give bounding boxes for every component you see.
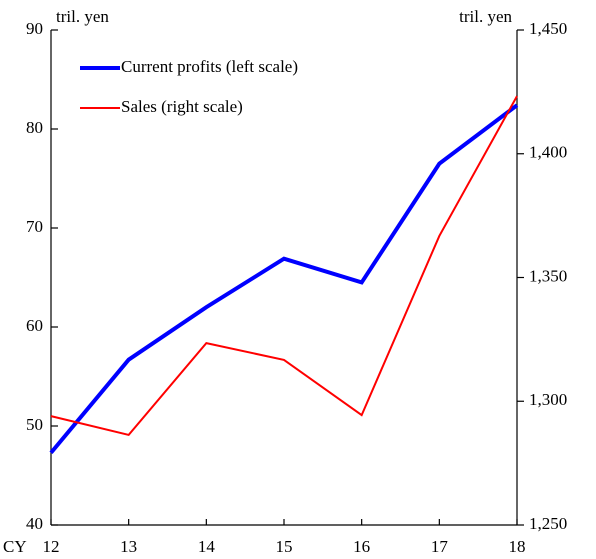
y2-axis-label: tril. yen	[459, 7, 512, 26]
y-tick-label: 60	[26, 316, 43, 335]
legend-label: Sales (right scale)	[121, 97, 243, 116]
x-tick-label: 14	[198, 537, 216, 556]
y2-tick-label: 1,300	[529, 390, 567, 409]
y-tick-label: 90	[26, 19, 43, 38]
y2-tick-label: 1,350	[529, 266, 567, 285]
series-line	[50, 95, 518, 437]
y2-tick-label: 1,450	[529, 19, 567, 38]
y-tick-label: 80	[26, 118, 43, 137]
y-tick-label: 40	[26, 514, 43, 533]
y-tick-label: 50	[26, 415, 43, 434]
x-tick-label: 16	[353, 537, 370, 556]
x-tick-label: 17	[431, 537, 449, 556]
legend-label: Current profits (left scale)	[121, 57, 298, 76]
x-tick-label: 12	[43, 537, 60, 556]
x-tick-label: 15	[276, 537, 293, 556]
series-line	[49, 103, 519, 455]
x-axis-label: CY	[3, 537, 27, 556]
y2-tick-label: 1,250	[529, 514, 567, 533]
x-tick-label: 13	[120, 537, 137, 556]
y-tick-label: 70	[26, 217, 43, 236]
x-tick-label: 18	[509, 537, 526, 556]
y-axis-label: tril. yen	[56, 7, 109, 26]
y2-tick-label: 1,400	[529, 143, 567, 162]
